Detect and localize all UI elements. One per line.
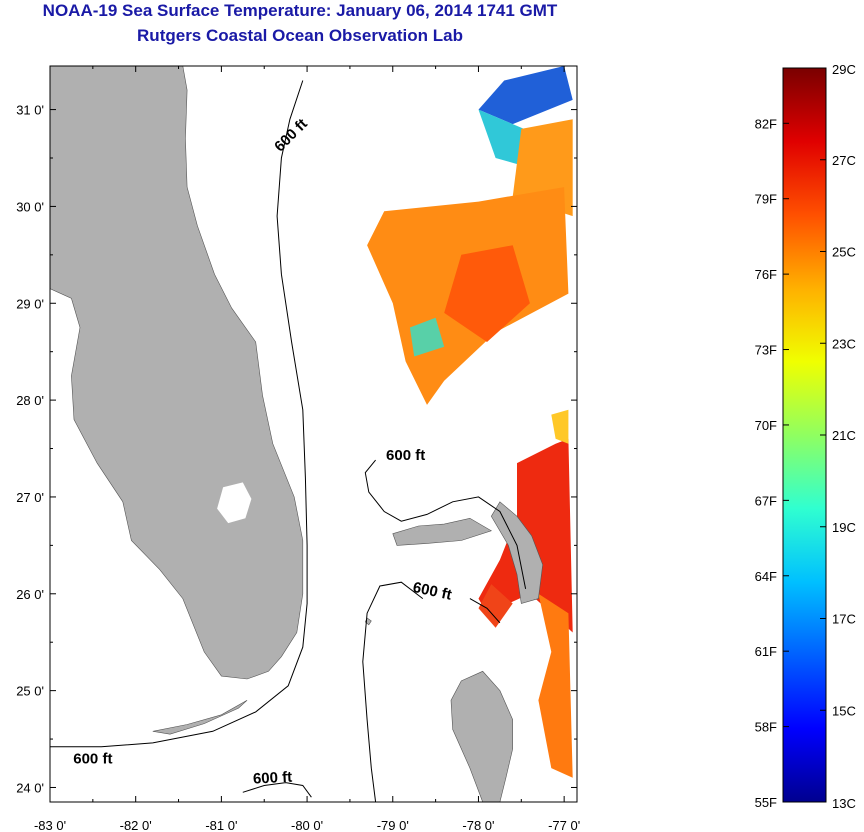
lon-label: -80 0' [291,818,323,832]
colorbar-f-label: 61F [755,644,777,659]
lon-label: -82 0' [120,818,152,832]
colorbar-c-label: 15C [832,703,856,718]
colorbar-c-label: 27C [832,153,856,168]
contour-label: 600 ft [386,447,425,464]
lat-label: 29 0' [16,296,44,311]
lat-label: 27 0' [16,490,44,505]
colorbar-f-label: 70F [755,418,777,433]
sst-patch-south-orange [538,593,573,778]
colorbar-f-label: 67F [755,493,777,508]
lat-label: 30 0' [16,199,44,214]
figure-title: NOAA-19 Sea Surface Temperature: January… [42,1,558,20]
contour-600ft-line [50,80,308,748]
lon-label: -83 0' [34,818,66,832]
lon-label: -81 0' [205,818,237,832]
lon-label: -77 0' [548,818,580,832]
colorbar-c-label: 21C [832,428,856,443]
contour-600ft-line [362,581,424,802]
colorbar-f-label: 82F [755,116,777,131]
colorbar-f-label: 73F [755,343,777,358]
sst-patch-gulfstream-red [444,245,530,342]
land-florida [50,66,304,680]
colorbar-c-label: 23C [832,336,856,351]
sst-patch-tongue [478,584,513,628]
colorbar-f-label: 76F [755,267,777,282]
lat-label: 24 0' [16,780,44,795]
lat-label: 26 0' [16,587,44,602]
land-abaco [490,501,544,604]
colorbar-f-label: 79F [755,192,777,207]
colorbar-f-label: 58F [755,720,777,735]
contour-600ft-line [364,459,527,589]
colorbar-c-label: 29C [832,62,856,77]
land-layer [50,66,544,802]
colorbar: 82F 79F 76F 73F 70F 67F 64F 61F 58F 55F 29C 27C 25C 2… [755,62,856,811]
land-grand-bahama [392,517,493,546]
figure-subtitle: Rutgers Coastal Ocean Observation Lab [137,26,463,45]
contour-600ft-line [242,782,312,798]
lon-label: -78 0' [462,818,494,832]
contour-600ft-line [469,598,501,624]
lat-label: 28 0' [16,393,44,408]
colorbar-c-label: 17C [832,612,856,627]
lon-label: -79 0' [377,818,409,832]
sst-patch-se-yellow [551,409,569,444]
lat-label: 31 0' [16,103,44,118]
land-andros [450,670,514,802]
colorbar-f-label: 64F [755,569,777,584]
colorbar-c-label: 19C [832,520,856,535]
contour-label: 600 ft [73,750,112,767]
colorbar-c-label: 25C [832,245,856,260]
sst-patch-mid-cyan [409,317,445,357]
axis-labels: -83 0' -82 0' -81 0' -80 0' -79 0' -78 0' -77 … [16,103,580,832]
contour-label: 600 ft [253,769,293,788]
lake-okeechobee [217,482,252,524]
land-keys [152,700,248,735]
lat-label: 25 0' [16,684,44,699]
sst-patch-north-blue [478,66,573,125]
map-frame [49,65,578,803]
colorbar-c-label: 13C [832,796,856,811]
colorbar-bar [782,67,827,803]
colorbar-f-label: 55F [755,795,777,810]
